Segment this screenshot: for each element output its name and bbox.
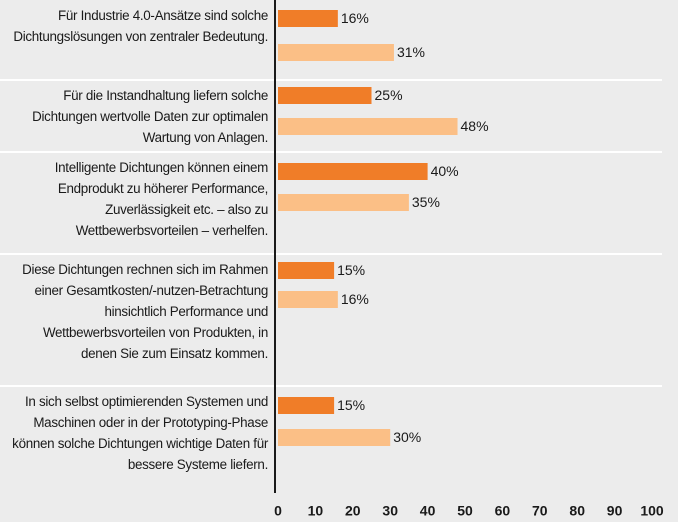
value-label: 31%	[397, 44, 425, 60]
bar	[278, 397, 335, 414]
x-tick-label: 70	[532, 503, 548, 519]
bar	[278, 10, 338, 27]
bar	[278, 194, 409, 211]
bar	[278, 262, 335, 279]
value-label: 30%	[393, 429, 421, 445]
x-tick-label: 10	[308, 503, 324, 519]
value-label: 25%	[375, 87, 403, 103]
x-tick-label: 100	[640, 503, 664, 519]
value-label: 16%	[341, 10, 369, 26]
category-label: Für Industrie 4.0-Ansätze sind solche Di…	[13, 8, 268, 44]
x-tick-label: 50	[457, 503, 473, 519]
x-tick-label: 40	[420, 503, 436, 519]
bar	[278, 429, 391, 446]
value-label: 15%	[337, 397, 365, 413]
category-label: Intelligente Dichtungen können einem End…	[54, 160, 269, 238]
value-label: 15%	[337, 262, 365, 278]
x-tick-label: 0	[274, 503, 282, 519]
category-label: Für die Instandhaltung liefern solche Di…	[32, 88, 268, 145]
bar	[278, 118, 458, 135]
bar	[278, 163, 428, 180]
bar	[278, 44, 394, 61]
x-tick-label: 20	[345, 503, 361, 519]
value-label: 48%	[461, 118, 489, 134]
value-label: 35%	[412, 194, 440, 210]
category-label: Diese Dichtungen rechnen sich im Rahmen …	[22, 262, 268, 361]
value-label: 16%	[341, 291, 369, 307]
bar	[278, 87, 372, 104]
category-label: In sich selbst optimierenden Systemen un…	[12, 394, 268, 472]
value-label: 40%	[431, 163, 459, 179]
x-tick-label: 90	[607, 503, 623, 519]
x-tick-label: 80	[569, 503, 585, 519]
x-tick-label: 60	[495, 503, 511, 519]
x-tick-label: 30	[382, 503, 398, 519]
bar	[278, 291, 338, 308]
